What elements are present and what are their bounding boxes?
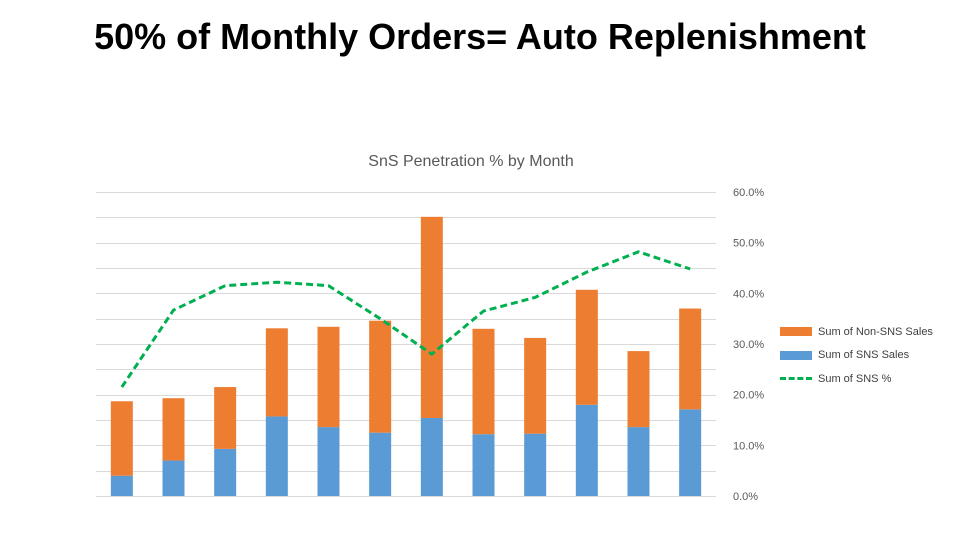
legend-label-sns-percent: Sum of SNS % bbox=[818, 372, 892, 385]
legend-label-non-sns-sales: Sum of Non-SNS Sales bbox=[818, 325, 933, 338]
right-axis-tick-label: 20.0% bbox=[733, 390, 764, 402]
legend-swatch-sns-percent bbox=[780, 377, 812, 381]
bar-sns-sales bbox=[575, 404, 598, 496]
bar-sns-sales bbox=[420, 417, 443, 496]
bar-non-sns-sales bbox=[524, 337, 547, 434]
right-axis-tick-label: 40.0% bbox=[733, 288, 764, 300]
right-axis-tick-label: 0.0% bbox=[733, 491, 758, 503]
bar-sns-sales bbox=[317, 427, 340, 496]
bar-sns-sales bbox=[369, 432, 392, 496]
line-sns-percent bbox=[120, 250, 691, 388]
bar-non-sns-sales bbox=[265, 328, 288, 417]
bar-sns-sales bbox=[472, 434, 495, 496]
bar-sns-sales bbox=[627, 427, 650, 496]
bar-sns-sales bbox=[679, 409, 702, 496]
right-axis-tick-label: 10.0% bbox=[733, 440, 764, 452]
bar-sns-sales bbox=[265, 416, 288, 496]
legend-item-sns-percent: Sum of SNS % bbox=[780, 367, 933, 391]
bar-non-sns-sales bbox=[627, 351, 650, 428]
bar-non-sns-sales bbox=[317, 326, 340, 428]
bar-sns-sales bbox=[162, 460, 185, 496]
legend-label-sns-sales: Sum of SNS Sales bbox=[818, 349, 910, 362]
legend-item-non-sns-sales: Sum of Non-SNS Sales bbox=[780, 320, 933, 344]
bar-non-sns-sales bbox=[110, 401, 133, 476]
legend-swatch-non-sns-sales bbox=[780, 327, 812, 337]
bar-non-sns-sales bbox=[214, 387, 237, 449]
legend-swatch-sns-sales bbox=[780, 350, 812, 360]
chart-legend: Sum of Non-SNS Sales Sum of SNS Sales Su… bbox=[780, 320, 933, 391]
bar-sns-sales bbox=[214, 448, 237, 496]
bar-sns-sales bbox=[110, 475, 133, 496]
slide-title: 50% of Monthly Orders= Auto Replenishmen… bbox=[94, 16, 866, 57]
bar-non-sns-sales bbox=[472, 328, 495, 435]
bar-non-sns-sales bbox=[679, 308, 702, 410]
bar-non-sns-sales bbox=[575, 289, 598, 405]
right-axis-tick-label: 60.0% bbox=[733, 187, 764, 199]
bar-non-sns-sales bbox=[369, 320, 392, 433]
right-axis-tick-label: 50.0% bbox=[733, 238, 764, 250]
bar-non-sns-sales bbox=[420, 216, 443, 418]
chart-title: SnS Penetration % by Month bbox=[368, 153, 574, 170]
legend-item-sns-sales: Sum of SNS Sales bbox=[780, 344, 933, 368]
right-axis-tick-label: 30.0% bbox=[733, 339, 764, 351]
bar-sns-sales bbox=[524, 433, 547, 496]
bar-non-sns-sales bbox=[162, 398, 185, 461]
